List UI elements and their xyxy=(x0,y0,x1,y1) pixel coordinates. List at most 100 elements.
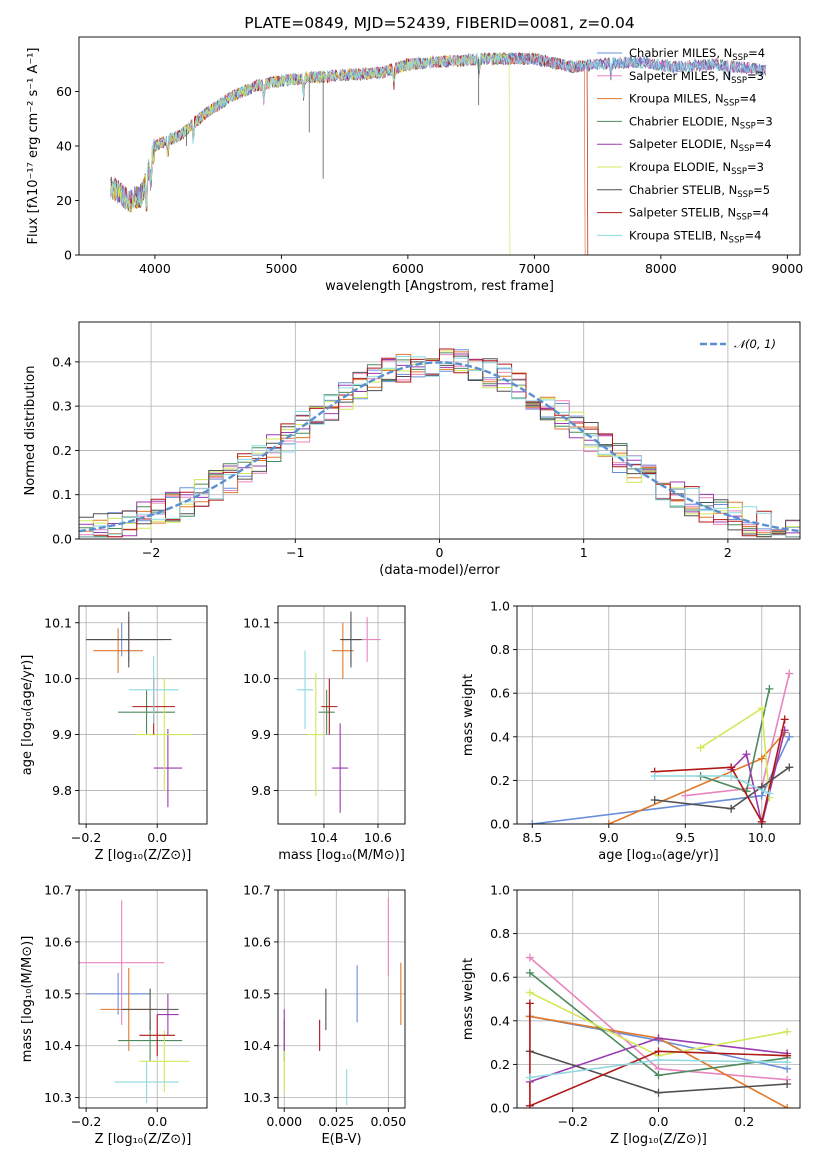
series-kroupa-stelib-marker xyxy=(654,1056,663,1065)
x-tick-label: 9.5 xyxy=(675,830,695,845)
series-salpeter-elodie-marker xyxy=(654,1034,663,1043)
x-tick-label: −2 xyxy=(142,545,160,560)
x-tick-label: 0 xyxy=(436,545,444,560)
legend-tail: =3 xyxy=(747,160,764,174)
series-salpeter-stelib-marker xyxy=(525,999,534,1008)
x-tick-label: 6000 xyxy=(392,261,424,276)
x-tick-label: −1 xyxy=(286,545,304,560)
y-tick-label: 60 xyxy=(56,84,72,99)
series-chabrier-stelib-marker xyxy=(785,763,794,772)
legend-entry: Salpeter STELIB, NSSP=4 xyxy=(629,206,769,223)
y-tick-label: 0.8 xyxy=(490,926,510,941)
y-tick-label: 10.5 xyxy=(44,986,72,1001)
y-axis-label: age [log₁₀(age/yr)] xyxy=(20,655,35,776)
x-tick-label: 9.0 xyxy=(599,830,619,845)
x-tick-label: 0.2 xyxy=(734,1114,754,1129)
panel-mass_vs_Z: −0.2 0.0 10.3 10.4 10.5 10.6 10.7 Z [log₁₀(Z/Z⊙… xyxy=(20,883,208,1147)
y-tick-label: 10.3 xyxy=(243,1090,271,1105)
series-chabrier-miles-marker xyxy=(785,732,794,741)
x-tick-label: 0.0 xyxy=(147,1114,167,1129)
panel-age_vs_Z: −0.2 0.0 9.8 9.9 10.0 10.1 Z [log₁₀(Z/Z⊙)] age … xyxy=(20,605,208,863)
y-tick-label: 0.0 xyxy=(490,817,510,832)
y-tick-label: 0.2 xyxy=(490,1057,510,1072)
plot-area xyxy=(525,953,792,1108)
errorbar-kroupa-miles xyxy=(93,628,143,674)
x-axis-label: Z [log₁₀(Z/Z⊙)] xyxy=(610,1132,707,1147)
series-kroupa-elodie-marker xyxy=(783,1027,792,1036)
series-salpeter-miles-marker xyxy=(681,791,690,800)
series-kroupa-miles-marker xyxy=(604,820,613,824)
errorbar-salpeter-stelib xyxy=(139,1014,175,1057)
errorbar-kroupa-miles xyxy=(332,622,354,679)
series-kroupa-stelib-marker xyxy=(783,1058,792,1067)
legend-subscript: SSP xyxy=(740,121,756,131)
errorbar-salpeter-elodie xyxy=(332,723,349,813)
y-tick-label: 10.1 xyxy=(44,615,72,630)
legend-label: Salpeter STELIB, N xyxy=(629,206,736,220)
legend-subscript: SSP xyxy=(736,213,752,223)
x-tick-label: 8000 xyxy=(645,261,677,276)
legend-tail: =4 xyxy=(752,206,769,220)
x-axis-label: age [log₁₀(age/yr)] xyxy=(598,848,719,863)
panel-massweight_vs_age: 8.5 9.0 9.5 10.0 0.0 0.2 0.4 0.6 0.8 1.0 age [log₁… xyxy=(461,599,801,863)
errorbar-kroupa-stelib xyxy=(128,656,179,724)
x-tick-label: 2 xyxy=(724,545,732,560)
y-axis-label: Normed distribution xyxy=(23,366,38,496)
y-tick-label: 0.1 xyxy=(52,487,72,502)
y-tick-label: 1.0 xyxy=(490,599,510,614)
errorbar-chabrier-elodie xyxy=(318,689,335,735)
series-salpeter-elodie-marker xyxy=(742,750,751,759)
y-tick-label: 20 xyxy=(56,193,72,208)
y-tick-label: 0.0 xyxy=(52,532,72,547)
y-axis-label: mass weight xyxy=(461,958,476,1040)
legend-entry: Chabrier ELODIE, NSSP=3 xyxy=(629,114,773,131)
x-axis-label: (data-model)/error xyxy=(379,563,500,578)
axes-frame xyxy=(516,889,801,1109)
y-tick-label: 10.3 xyxy=(44,1090,72,1105)
legend-subscript: SSP xyxy=(737,190,753,200)
gaussian-curve xyxy=(79,361,800,533)
series-salpeter-stelib-marker xyxy=(780,715,789,724)
series-kroupa-elodie-marker xyxy=(696,743,705,752)
x-tick-label: 8.5 xyxy=(522,830,542,845)
y-tick-label: 9.8 xyxy=(52,783,72,798)
panel-age_vs_mass: 10.4 10.6 9.8 9.9 10.0 10.1 mass [log₁₀(M/M⊙)] xyxy=(243,605,406,863)
axes-frame xyxy=(277,605,406,825)
y-tick-label: 0.8 xyxy=(490,642,510,657)
series-salpeter-stelib-line xyxy=(654,719,786,824)
plot-area xyxy=(283,897,402,1106)
y-tick-label: 10.4 xyxy=(44,1038,72,1053)
y-tick-label: 0.4 xyxy=(490,729,510,744)
series-salpeter-miles-marker xyxy=(525,953,534,962)
legend-subscript: SSP xyxy=(739,144,755,154)
legend-entry: Kroupa STELIB, NSSP=4 xyxy=(629,228,761,245)
legend-subscript: SSP xyxy=(724,99,740,109)
x-tick-label: 10.6 xyxy=(364,830,392,845)
errorbar-kroupa-elodie xyxy=(307,673,324,797)
axes-frame xyxy=(277,889,406,1109)
plot-area xyxy=(86,611,193,808)
axes-frame xyxy=(516,605,801,825)
series-salpeter-stelib-marker xyxy=(727,763,736,772)
legend-entry: Chabrier STELIB, NSSP=5 xyxy=(629,183,770,200)
plot-area xyxy=(296,611,381,813)
y-tick-label: 0.6 xyxy=(490,686,510,701)
legend-label: Chabrier MILES, N xyxy=(629,46,732,60)
y-tick-label: 10.1 xyxy=(243,615,271,630)
y-tick-label: 9.9 xyxy=(52,727,72,742)
legend-entry: Kroupa ELODIE, NSSP=3 xyxy=(629,160,764,177)
y-tick-label: 10.0 xyxy=(44,671,72,686)
axes-frame xyxy=(78,889,208,1109)
y-tick-label: 10.7 xyxy=(243,883,271,898)
legend-entry: Kroupa MILES, NSSP=4 xyxy=(629,92,756,109)
legend-entry: Salpeter MILES, NSSP=3 xyxy=(629,69,764,86)
x-axis-label: Z [log₁₀(Z/Z⊙)] xyxy=(95,848,192,863)
legend-tail: =4 xyxy=(748,46,765,60)
series-kroupa-elodie-line xyxy=(700,707,771,798)
series-kroupa-stelib-marker xyxy=(525,1073,534,1082)
panel-massweight_vs_Z: −0.2 0.0 0.2 0.0 0.2 0.4 0.6 0.8 1.0 Z [log₁₀(Z/Z… xyxy=(461,883,801,1147)
errorbar-kroupa-stelib xyxy=(114,1061,179,1103)
errorbar-chabrier-miles xyxy=(86,973,151,1015)
y-tick-label: 0.6 xyxy=(490,970,510,985)
